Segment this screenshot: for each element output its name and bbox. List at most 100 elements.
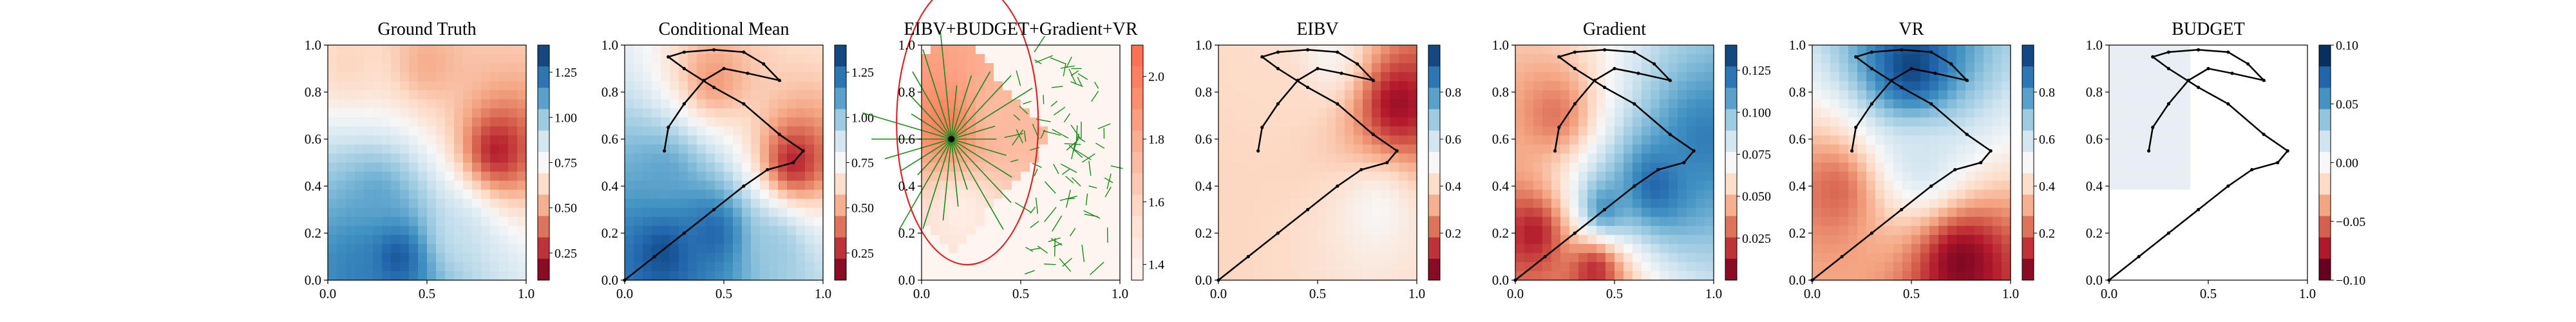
heatmap-cell <box>2280 216 2290 227</box>
heatmap-cell <box>508 135 518 146</box>
heatmap-cell <box>1687 270 1696 281</box>
heatmap-cell <box>985 261 994 272</box>
heatmap-cell <box>1596 243 1606 254</box>
heatmap-cell <box>1372 234 1381 245</box>
heatmap-cell <box>355 90 365 100</box>
heatmap-cell <box>346 54 355 64</box>
heatmap-cell <box>1956 216 1966 227</box>
heatmap-cell <box>1524 126 1534 136</box>
heatmap-cell <box>1678 252 1687 263</box>
heatmap-cell <box>1866 54 1876 64</box>
heatmap-cell <box>463 162 473 173</box>
heatmap-cell <box>2280 225 2290 236</box>
heatmap-cell <box>391 144 401 155</box>
heatmap-cell <box>1696 225 1705 236</box>
trajectory-waypoint <box>1573 50 1577 54</box>
heatmap-cell <box>1857 144 1867 155</box>
heatmap-cell <box>2109 234 2119 245</box>
heatmap-cell <box>949 171 958 182</box>
heatmap-cell <box>2181 153 2191 164</box>
heatmap-cell <box>508 189 518 200</box>
heatmap-cell <box>742 63 752 73</box>
heatmap-cell <box>1839 243 1849 254</box>
heatmap-cell <box>328 126 337 136</box>
heatmap-cell <box>427 99 437 109</box>
heatmap-cell <box>958 144 967 155</box>
heatmap-cell <box>436 99 446 109</box>
heatmap-cell <box>976 180 985 191</box>
heatmap-cell <box>1218 162 1228 173</box>
heatmap-cell <box>2145 63 2155 73</box>
heatmap-cell <box>1830 45 1840 55</box>
heatmap-cell <box>355 234 365 245</box>
heatmap-cell <box>742 54 752 64</box>
heatmap-cell <box>706 54 715 64</box>
heatmap-cell <box>1893 270 1903 281</box>
heatmap-cell <box>1003 54 1012 64</box>
heatmap-cell <box>1021 162 1030 173</box>
heatmap-cell <box>2109 171 2119 182</box>
heatmap-cell <box>2226 189 2236 200</box>
heatmap-cell <box>1624 153 1633 164</box>
heatmap-cell <box>1084 198 1094 209</box>
heatmap-cell <box>931 216 940 227</box>
heatmap-cell <box>1111 54 1121 64</box>
heatmap-cell <box>1021 81 1030 91</box>
heatmap-cell <box>769 144 779 155</box>
heatmap-cell <box>2181 261 2191 272</box>
heatmap-cell <box>2154 126 2164 136</box>
colorbar-segment <box>1725 130 1737 153</box>
heatmap-cell <box>1884 198 1894 209</box>
heatmap-cell <box>1965 90 1975 100</box>
graph-edge <box>1095 142 1105 149</box>
heatmap-cell <box>1381 162 1390 173</box>
heatmap-cell <box>679 171 688 182</box>
heatmap-cell <box>1848 207 1858 218</box>
heatmap-cell <box>364 54 374 64</box>
heatmap-cell <box>1515 216 1525 227</box>
heatmap-cell <box>1875 54 1885 64</box>
heatmap-cell <box>1255 81 1264 91</box>
heatmap-cell <box>805 270 815 281</box>
heatmap-cell <box>1390 162 1399 173</box>
heatmap-cell <box>742 153 752 164</box>
heatmap-cell <box>1812 153 1822 164</box>
heatmap-cell <box>706 162 715 173</box>
heatmap-cell <box>652 198 661 209</box>
heatmap-cell <box>2289 99 2299 109</box>
trajectory-waypoint <box>2151 55 2155 59</box>
heatmap-cell <box>1705 252 1714 263</box>
heatmap-cell <box>778 270 788 281</box>
heatmap-cell <box>1560 162 1570 173</box>
heatmap-cell <box>1669 180 1678 191</box>
heatmap-cell <box>1956 171 1966 182</box>
heatmap-cell <box>643 225 652 236</box>
heatmap-cell <box>1956 207 1966 218</box>
y-tick-label: 0.0 <box>305 272 321 288</box>
heatmap-cell <box>2244 99 2254 109</box>
heatmap-cell <box>2136 171 2146 182</box>
heatmap-cell <box>517 234 527 245</box>
heatmap-cell <box>1003 198 1012 209</box>
heatmap-cell <box>1929 90 1939 100</box>
heatmap-cell <box>805 189 815 200</box>
heatmap-cell <box>2109 243 2119 254</box>
heatmap-cell <box>1354 108 1363 118</box>
heatmap-cell <box>445 207 455 218</box>
heatmap-cell <box>517 126 527 136</box>
heatmap-cell <box>787 117 797 127</box>
heatmap-cell <box>2199 234 2209 245</box>
heatmap-cell <box>787 252 797 263</box>
heatmap-cell <box>1587 99 1597 109</box>
colorbar-tick-label: 1.00 <box>554 111 577 125</box>
heatmap-cell <box>1336 243 1345 254</box>
heatmap-cell <box>1236 243 1246 254</box>
heatmap-cell <box>2298 153 2308 164</box>
y-tick-label: 1.0 <box>601 37 618 53</box>
heatmap-cell <box>328 162 337 173</box>
trajectory-waypoint <box>1870 50 1873 54</box>
heatmap-cell <box>1102 63 1112 73</box>
graph-edge <box>1044 207 1057 222</box>
heatmap-cell <box>391 261 401 272</box>
heatmap-cell <box>1093 117 1103 127</box>
